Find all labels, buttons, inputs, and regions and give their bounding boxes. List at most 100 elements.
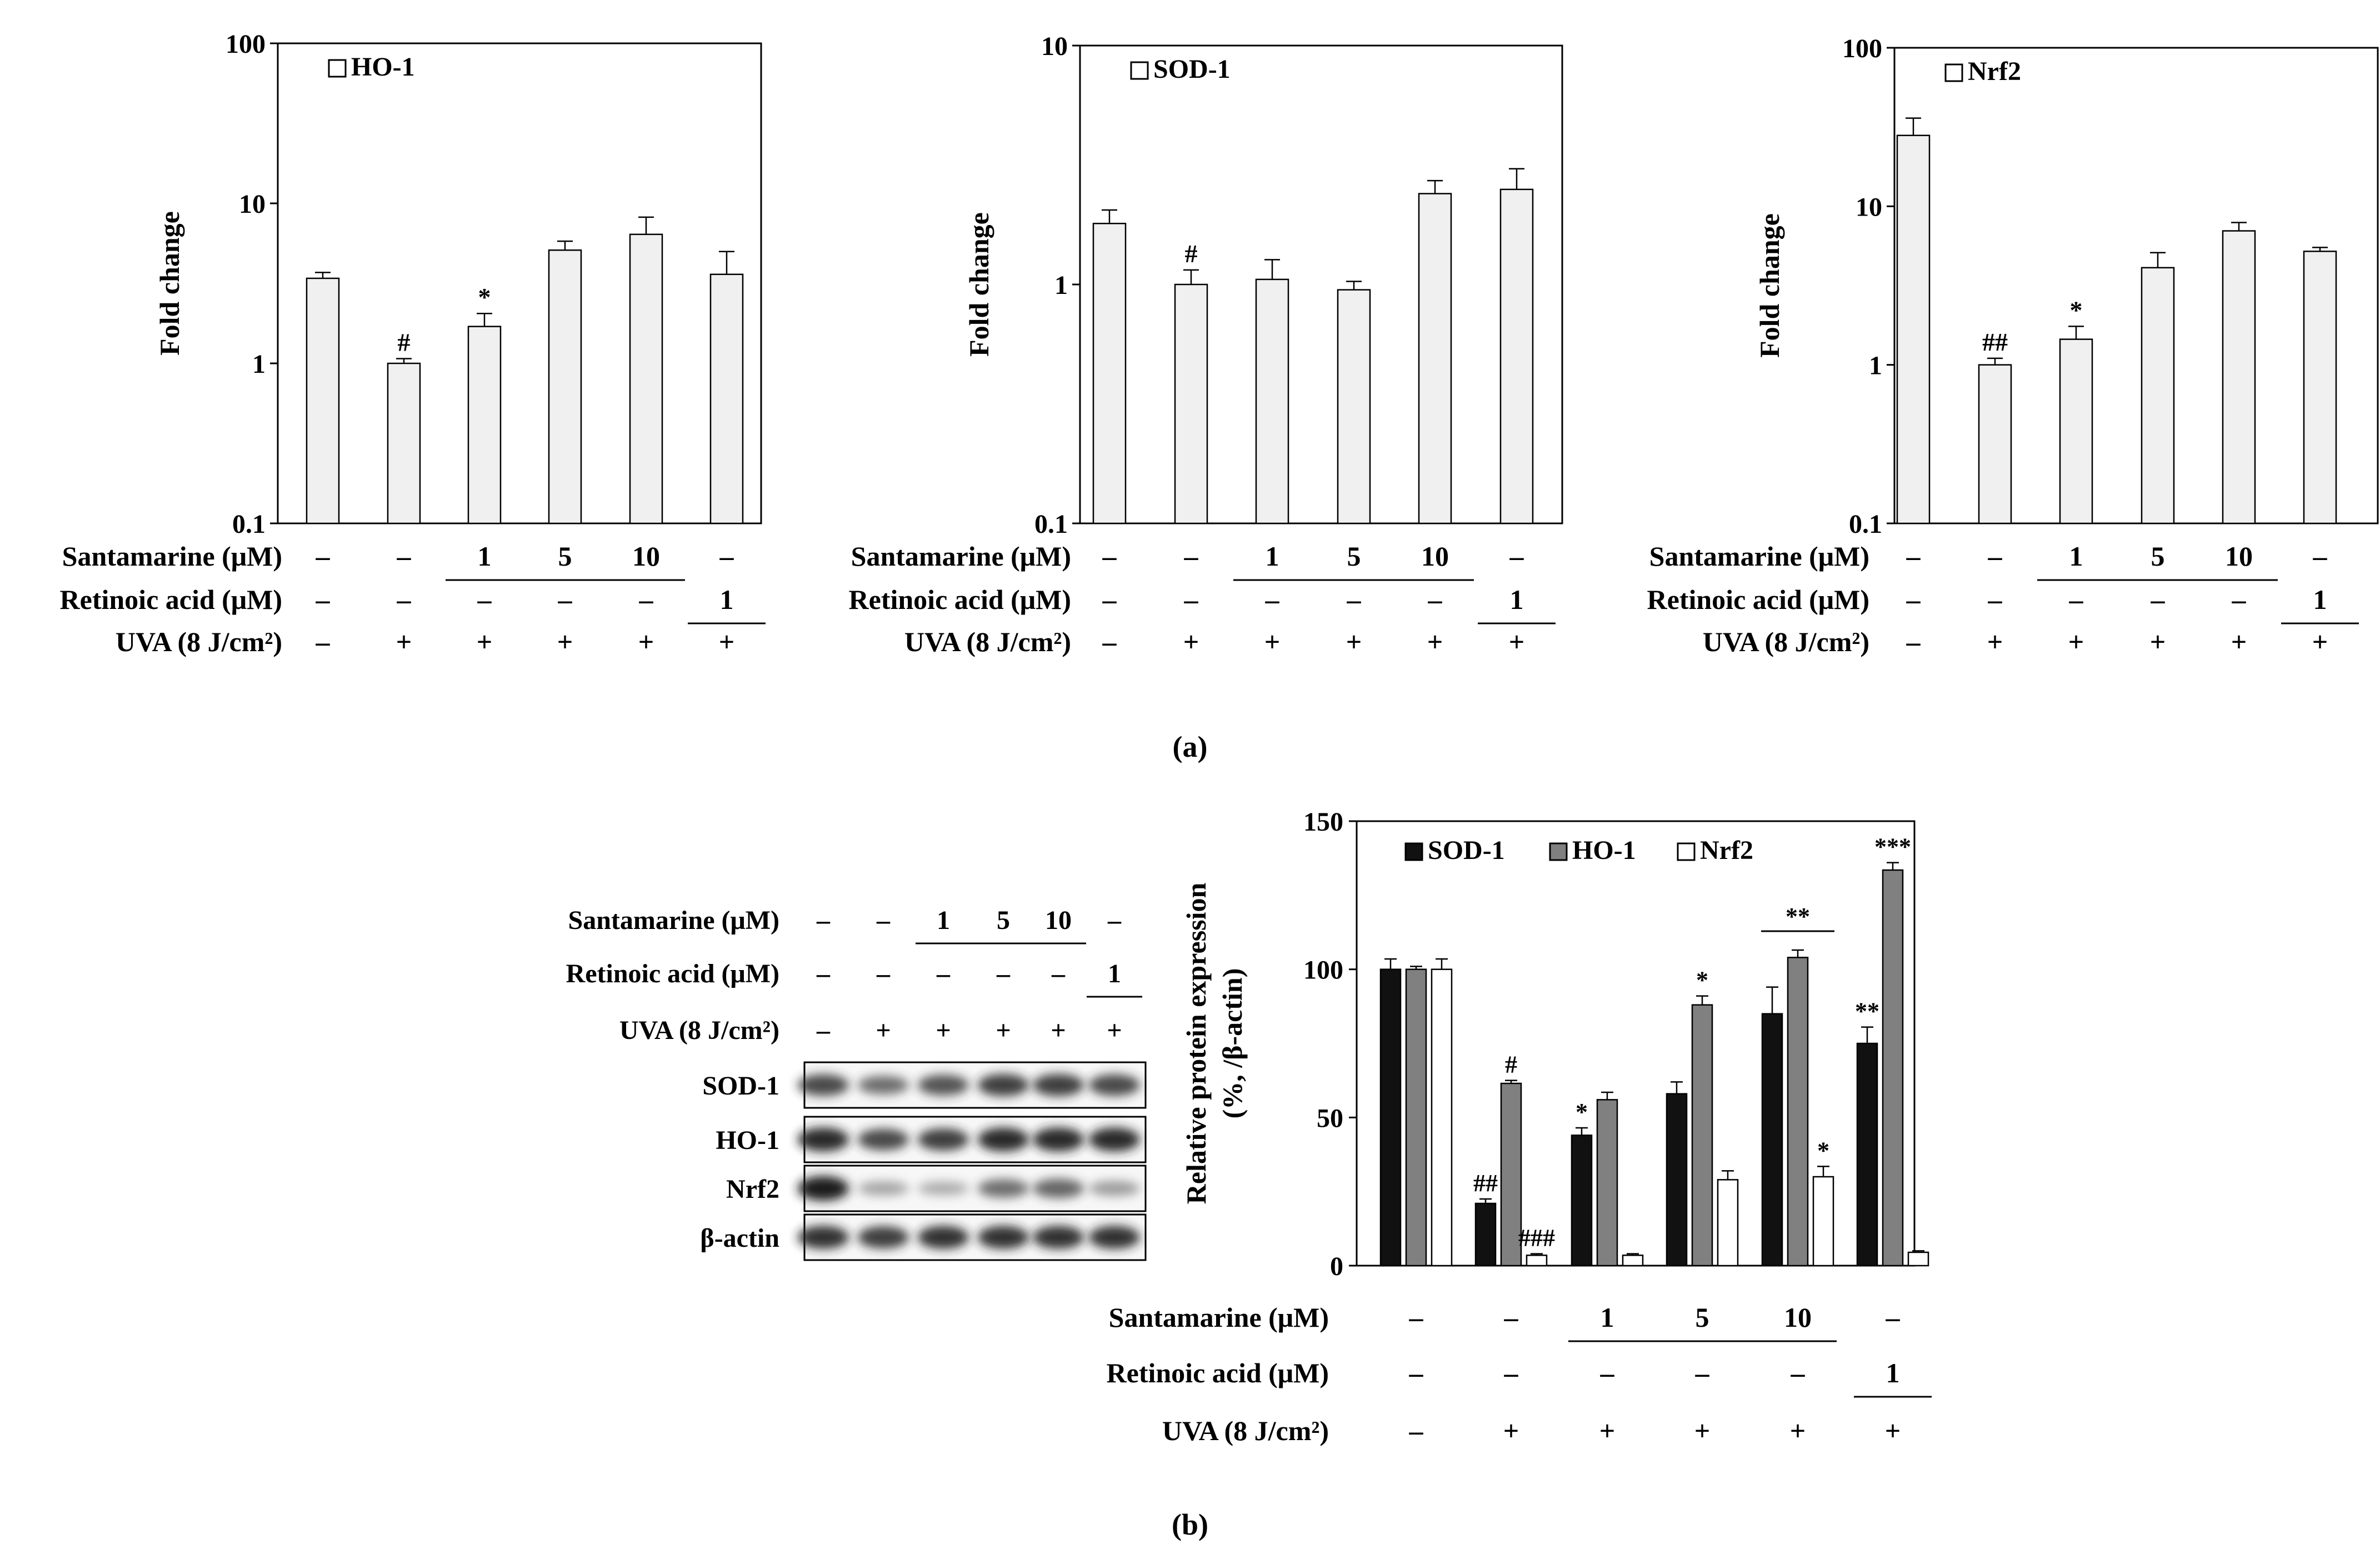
treatment-value: – xyxy=(1107,906,1122,935)
legend-swatch xyxy=(328,59,347,78)
y-tick-label: 0.1 xyxy=(1034,509,1068,539)
treatment-value: – xyxy=(2069,584,2084,615)
treatment-value: 5 xyxy=(558,541,572,572)
treatment-label: Retinoic acid (μM) xyxy=(1107,1357,1329,1388)
treatment-value: – xyxy=(1886,1302,1901,1333)
treatment-value: 5 xyxy=(2151,541,2165,572)
bar xyxy=(1596,1099,1618,1267)
treatment-value: – xyxy=(996,959,1011,988)
treatment-value: – xyxy=(1600,1357,1615,1388)
significance-mark: ## xyxy=(1982,328,2008,356)
y-tick-label: 0.1 xyxy=(1849,509,1882,539)
treatment-value: + xyxy=(1503,1415,1519,1446)
treatment-value: – xyxy=(1504,1357,1519,1388)
panel-label-a: (a) xyxy=(1173,730,1208,763)
bar xyxy=(1174,283,1208,524)
treatment-value: – xyxy=(1184,541,1199,572)
bar xyxy=(1666,1093,1688,1267)
panel-label-b: (b) xyxy=(1172,1508,1208,1541)
bar xyxy=(1337,289,1371,524)
y-tick-label: 10 xyxy=(239,189,266,219)
treatment-value: 1 xyxy=(1601,1302,1614,1333)
y-axis-label-unit: (%, /β-actin) xyxy=(1217,968,1248,1119)
treatment-label: Retinoic acid (μM) xyxy=(60,584,282,615)
y-tick-label: 150 xyxy=(1303,807,1343,837)
treatment-value: – xyxy=(719,541,734,572)
significance-mark: # xyxy=(1185,239,1198,268)
significance-mark: ** xyxy=(1786,903,1810,930)
plot-frame xyxy=(277,42,762,524)
bar xyxy=(2222,230,2256,524)
treatment-value: 10 xyxy=(1045,906,1072,935)
bar xyxy=(1907,1251,1929,1267)
treatment-value: – xyxy=(1906,626,1921,657)
treatment-label: Santamarine (μM) xyxy=(851,541,1071,572)
treatment-value: – xyxy=(876,906,891,935)
significance-mark: *** xyxy=(1874,833,1911,861)
blot-band xyxy=(798,1176,849,1201)
bar xyxy=(1499,188,1534,524)
bar xyxy=(709,273,744,524)
treatment-value: – xyxy=(816,1016,831,1045)
bar xyxy=(2303,251,2337,524)
treatment-label: Santamarine (μM) xyxy=(568,906,779,935)
blot-row-label: HO-1 xyxy=(716,1126,779,1155)
legend-label: HO-1 xyxy=(351,52,415,82)
bar xyxy=(1978,364,2012,524)
y-tick-label: 100 xyxy=(1842,34,1882,63)
y-tick-label: 50 xyxy=(1317,1103,1343,1133)
blot-band xyxy=(1033,1226,1084,1249)
treatment-value: – xyxy=(558,584,573,615)
y-axis-label: Fold change xyxy=(963,212,994,357)
treatment-value: 1 xyxy=(1266,541,1279,572)
blot-band xyxy=(1033,1178,1084,1198)
y-axis-label: Fold change xyxy=(1754,213,1785,358)
blot-band xyxy=(798,1127,849,1152)
treatment-value: + xyxy=(1987,626,2003,657)
treatment-value: – xyxy=(1791,1357,1806,1388)
treatment-value: + xyxy=(1051,1016,1066,1045)
legend-swatch xyxy=(1549,842,1568,861)
treatment-value: – xyxy=(1988,584,2003,615)
treatment-value: + xyxy=(1107,1016,1122,1045)
treatment-value: + xyxy=(719,626,735,657)
treatment-value: 1 xyxy=(1886,1357,1900,1388)
western-blot: Santamarine (μM) – – 1 5 10 – Retinoic acid (μM… xyxy=(566,906,1147,1261)
treatment-value: 5 xyxy=(997,906,1010,935)
treatment-value: 1 xyxy=(720,584,734,615)
treatment-value: – xyxy=(1102,626,1117,657)
legend-label: SOD-1 xyxy=(1153,54,1231,84)
treatment-label: Santamarine (μM) xyxy=(1649,541,1869,572)
bar xyxy=(2059,338,2093,524)
y-axis-label: Fold change xyxy=(154,211,185,356)
legend-swatch xyxy=(1677,842,1696,861)
treatment-label: Retinoic acid (μM) xyxy=(849,584,1071,615)
significance-mark: ### xyxy=(1518,1225,1555,1252)
treatment-value: – xyxy=(397,541,412,572)
treatment-label: UVA (8 J/cm²) xyxy=(904,626,1071,657)
treatment-value: – xyxy=(1906,541,1921,572)
treatment-value: + xyxy=(1599,1415,1616,1446)
treatment-value: + xyxy=(1346,626,1362,657)
treatment-value: – xyxy=(639,584,654,615)
treatment-value: 1 xyxy=(1108,959,1121,988)
blot-band xyxy=(798,1226,849,1249)
treatment-value: + xyxy=(2231,626,2247,657)
y-tick-label: 1 xyxy=(1054,271,1068,300)
bar xyxy=(1418,193,1452,524)
treatment-value: + xyxy=(1694,1415,1711,1446)
blot-band xyxy=(858,1128,909,1151)
treatment-label: Retinoic acid (μM) xyxy=(1647,584,1869,615)
treatment-value: 1 xyxy=(1510,584,1524,615)
legend-swatch xyxy=(1944,63,1963,82)
treatment-value: 1 xyxy=(478,541,492,572)
legend-label: Nrf2 xyxy=(1700,836,1753,865)
treatment-value: + xyxy=(876,1016,891,1045)
blot-band xyxy=(918,1226,969,1249)
bar xyxy=(1787,957,1809,1267)
treatment-value: – xyxy=(2232,584,2247,615)
bar xyxy=(2141,267,2175,524)
bar xyxy=(1717,1179,1739,1267)
